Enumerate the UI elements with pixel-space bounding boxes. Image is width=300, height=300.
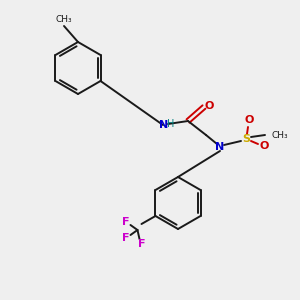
- Text: O: O: [244, 115, 254, 125]
- Text: O: O: [259, 141, 269, 151]
- Text: H: H: [167, 119, 175, 129]
- Text: S: S: [242, 134, 250, 144]
- Text: CH₃: CH₃: [271, 130, 288, 140]
- Text: F: F: [122, 217, 129, 227]
- Text: N: N: [215, 142, 225, 152]
- Text: CH₃: CH₃: [56, 15, 72, 24]
- Text: F: F: [138, 239, 145, 249]
- Text: O: O: [204, 101, 214, 111]
- Text: N: N: [159, 120, 169, 130]
- Text: F: F: [122, 233, 129, 243]
